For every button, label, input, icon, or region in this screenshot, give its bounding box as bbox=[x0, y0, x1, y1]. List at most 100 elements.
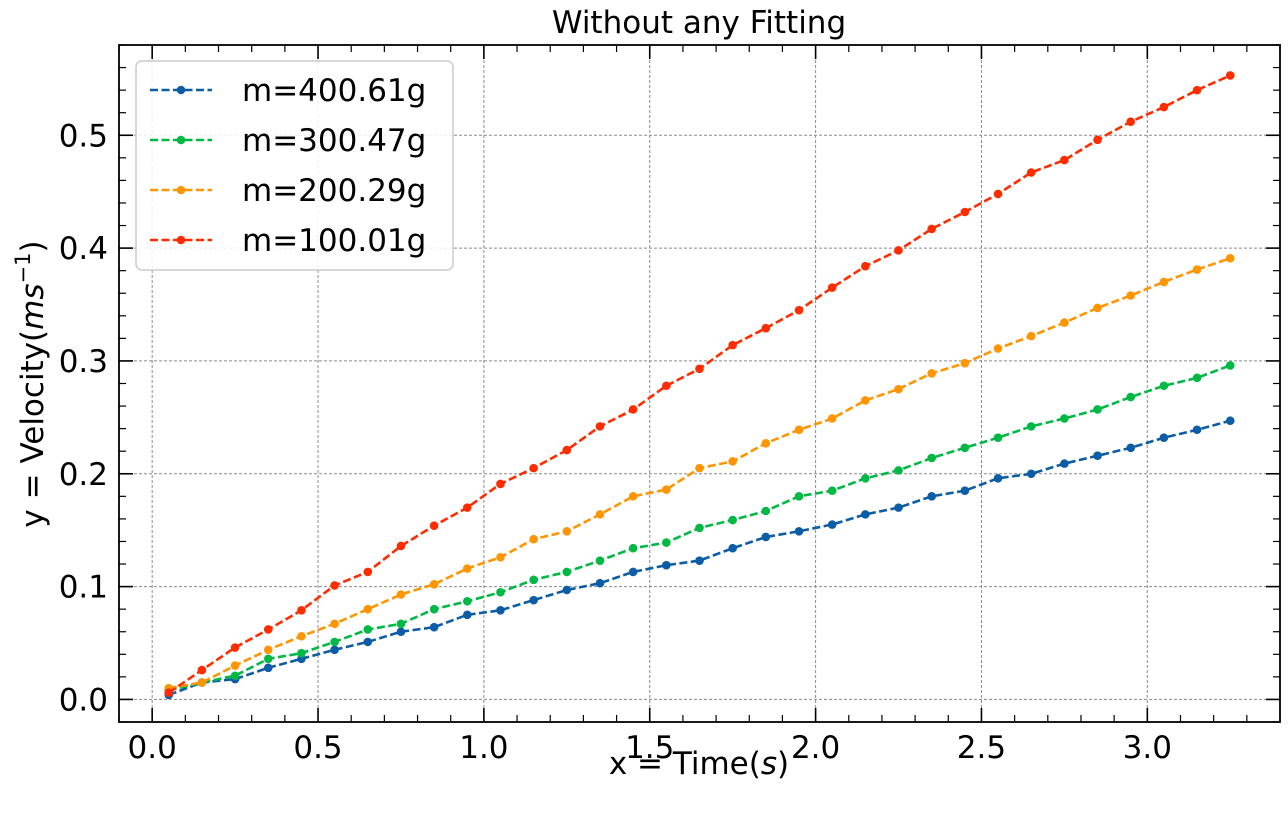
data-point bbox=[263, 645, 273, 655]
data-point bbox=[794, 425, 804, 435]
data-point bbox=[595, 422, 605, 431]
legend: m=400.61g m=300.47g m=200.29g m=100.01g bbox=[135, 60, 454, 271]
data-point bbox=[662, 485, 671, 494]
y-tick-label: 0.0 bbox=[59, 682, 108, 718]
data-point bbox=[429, 580, 439, 589]
data-point bbox=[761, 323, 771, 333]
series-4 bbox=[164, 71, 1235, 697]
data-point bbox=[1225, 416, 1235, 426]
series-line bbox=[168, 419, 1231, 697]
x-axis-label-unit: s bbox=[761, 746, 777, 782]
data-point bbox=[263, 663, 273, 673]
legend-label: m=200.29g bbox=[242, 173, 426, 209]
data-point bbox=[562, 585, 572, 595]
data-point bbox=[993, 344, 1003, 353]
data-point bbox=[927, 224, 936, 234]
x-tick-label: 0.0 bbox=[128, 730, 177, 766]
data-point bbox=[496, 587, 505, 597]
data-point bbox=[1225, 71, 1235, 80]
data-point bbox=[164, 688, 174, 697]
data-point bbox=[363, 637, 373, 647]
data-point bbox=[662, 381, 671, 391]
data-point bbox=[695, 463, 704, 473]
data-point bbox=[363, 604, 373, 614]
legend-label: m=100.01g bbox=[242, 223, 426, 259]
data-point bbox=[297, 605, 306, 615]
data-point bbox=[628, 543, 638, 553]
data-point bbox=[927, 453, 936, 463]
data-point bbox=[595, 556, 605, 565]
series-1 bbox=[164, 416, 1235, 700]
grid-lines bbox=[119, 45, 1280, 722]
data-point bbox=[396, 590, 406, 599]
data-point bbox=[1126, 443, 1136, 453]
data-point bbox=[197, 678, 207, 687]
series-3 bbox=[164, 253, 1235, 693]
data-point bbox=[197, 665, 207, 675]
legend-swatch-marker bbox=[176, 135, 186, 145]
data-point bbox=[761, 532, 771, 542]
data-point bbox=[894, 384, 903, 394]
data-point bbox=[861, 510, 870, 519]
data-point bbox=[628, 405, 638, 414]
data-point bbox=[1225, 361, 1235, 370]
x-axis-label-main: x = Time( bbox=[609, 746, 761, 782]
legend-label: m=400.61g bbox=[242, 73, 426, 109]
data-point bbox=[263, 654, 273, 664]
data-point bbox=[861, 473, 870, 483]
data-point bbox=[429, 622, 439, 632]
data-point bbox=[1225, 253, 1235, 263]
data-point bbox=[1159, 277, 1169, 287]
data-point bbox=[396, 619, 406, 629]
data-point bbox=[1192, 265, 1202, 274]
data-point bbox=[960, 358, 970, 368]
data-point bbox=[396, 541, 406, 551]
data-point bbox=[1159, 102, 1169, 112]
data-point bbox=[794, 305, 804, 315]
data-point bbox=[230, 643, 240, 652]
data-point bbox=[662, 560, 671, 570]
x-tick-label: 0.5 bbox=[293, 730, 342, 766]
plot-frame bbox=[118, 44, 1281, 723]
x-axis-label-close: ) bbox=[777, 746, 789, 782]
data-point bbox=[1026, 168, 1036, 177]
data-point bbox=[330, 619, 339, 629]
data-point bbox=[728, 457, 737, 466]
data-point bbox=[960, 486, 970, 495]
y-axis-label-close: ) bbox=[15, 240, 51, 252]
x-tick-label: 1.0 bbox=[459, 730, 508, 766]
legend-swatch-marker bbox=[176, 85, 186, 95]
x-tick-label: 3.0 bbox=[1123, 730, 1172, 766]
data-point bbox=[927, 369, 936, 378]
data-point bbox=[595, 510, 605, 519]
data-point bbox=[363, 567, 373, 577]
data-point bbox=[463, 596, 472, 606]
data-point bbox=[463, 503, 472, 512]
data-point bbox=[861, 396, 870, 405]
y-axis-label-exponent: −1 bbox=[11, 253, 35, 284]
data-point bbox=[496, 605, 505, 615]
data-point bbox=[628, 492, 638, 501]
data-point bbox=[396, 627, 406, 637]
chart-title: Without any Fitting bbox=[552, 5, 846, 41]
x-tick-label: 2.0 bbox=[791, 730, 840, 766]
data-point bbox=[960, 443, 970, 453]
data-point bbox=[1026, 331, 1036, 341]
legend-box bbox=[135, 60, 454, 271]
data-point bbox=[429, 521, 439, 530]
data-point bbox=[761, 506, 771, 516]
data-point bbox=[960, 207, 970, 217]
data-point bbox=[728, 543, 737, 553]
data-point bbox=[794, 492, 804, 501]
data-point bbox=[728, 340, 737, 350]
data-point bbox=[463, 564, 472, 573]
data-point bbox=[230, 671, 240, 681]
data-point bbox=[230, 661, 240, 670]
data-point bbox=[827, 520, 837, 529]
data-point bbox=[728, 515, 737, 525]
data-point bbox=[429, 604, 439, 614]
data-point bbox=[1192, 425, 1202, 435]
data-point bbox=[1060, 414, 1069, 423]
data-point bbox=[1159, 381, 1169, 391]
